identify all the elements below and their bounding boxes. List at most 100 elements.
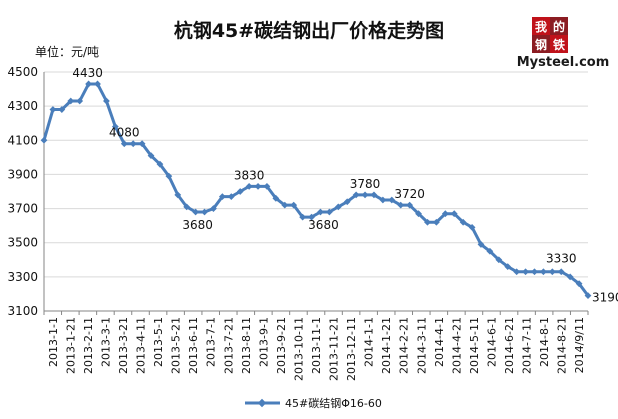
data-labels: 4430 4080 3680 3830 3680 3780 3720 3330 3190 — [72, 66, 618, 305]
x-tick-label: 2013-1-1 — [47, 317, 60, 367]
legend-marker-icon — [257, 398, 267, 408]
x-tick-label: 2014-7-11 — [521, 317, 534, 374]
series-layer — [40, 80, 592, 300]
data-label: 3330 — [546, 252, 577, 266]
series-line — [42, 82, 590, 297]
logo-square-1 — [532, 17, 550, 35]
data-point — [432, 218, 440, 226]
data-point — [58, 106, 66, 113]
data-label: 4080 — [109, 126, 140, 140]
data-point — [94, 80, 101, 88]
y-tick-label: 4300 — [7, 99, 38, 113]
data-point — [522, 268, 529, 276]
x-tick-label: 2014/9/11 — [573, 317, 586, 373]
x-tick-label: 2013-1-21 — [64, 317, 77, 374]
data-point — [147, 152, 155, 160]
data-point — [254, 182, 262, 190]
data-point — [111, 123, 119, 131]
x-tick-label: 2014-3-11 — [415, 317, 428, 374]
data-point — [227, 193, 235, 201]
x-tick-label: 2013-4-11 — [135, 317, 148, 374]
data-point — [468, 223, 476, 231]
data-point — [325, 208, 333, 216]
logo-char-1: 我 — [535, 19, 547, 34]
x-tick-label: 2014-5-11 — [468, 317, 481, 374]
logo-wordmark: Mysteel.com — [517, 55, 610, 70]
x-tick-label: 2014-4-21 — [450, 317, 463, 374]
x-tick-label: 2013-6-11 — [187, 317, 200, 374]
logo-square-3 — [532, 35, 550, 53]
data-point — [165, 172, 173, 180]
data-point — [540, 268, 547, 276]
data-point — [352, 191, 360, 199]
legend-series-label: 45#碳结钢Φ16-60 — [285, 396, 382, 410]
data-point — [76, 97, 84, 105]
data-point — [450, 210, 458, 218]
x-tick-label: 2013-9-1 — [257, 317, 270, 367]
data-label: 3190 — [592, 291, 618, 305]
logo-square-2 — [550, 17, 568, 35]
data-label: 3780 — [350, 177, 381, 191]
data-point — [504, 263, 512, 271]
gridlines — [44, 71, 588, 278]
x-tick-label: 2014-1-21 — [380, 317, 393, 374]
data-point — [210, 205, 217, 212]
data-label: 3720 — [394, 187, 425, 201]
x-axis-ticks: 2013-1-1 2013-1-21 2013-2-11 2013-3-1 2013-3… — [43, 311, 589, 381]
x-tick-label: 2013-11-1 — [310, 317, 323, 374]
chart-title: 杭钢45#碳结钢出厂价格走势图 — [174, 19, 444, 42]
data-point — [120, 140, 128, 148]
data-point — [388, 196, 396, 204]
y-axis-ticks: 3100 3300 3500 3700 3900 4100 4300 4500 — [7, 65, 38, 318]
data-point — [156, 160, 164, 168]
x-tick-label: 2013-5-1 — [152, 317, 165, 367]
x-tick-label: 2013-7-1 — [205, 317, 218, 367]
data-point — [477, 241, 485, 248]
data-point — [272, 194, 280, 202]
data-point — [138, 140, 146, 148]
data-point — [415, 210, 422, 218]
x-tick-label: 2013-7-21 — [222, 317, 235, 374]
data-point — [263, 182, 271, 190]
data-point — [441, 210, 449, 218]
data-point — [192, 208, 200, 216]
x-tick-label: 2013-2-11 — [82, 317, 95, 374]
data-point — [397, 201, 405, 209]
y-tick-label: 3100 — [7, 304, 38, 318]
logo-char-4: 铁 — [553, 37, 565, 52]
x-tick-label: 2013-10-11 — [292, 317, 305, 381]
y-tick-label: 3500 — [7, 236, 38, 250]
x-tick-label: 2013-11-21 — [328, 317, 341, 381]
x-tick-label: 2014-8-1 — [538, 317, 551, 367]
x-tick-label: 2014-1-1 — [363, 317, 376, 367]
data-point — [201, 208, 208, 216]
data-point — [85, 80, 92, 88]
data-point — [129, 140, 137, 148]
x-tick-label: 2014-4-1 — [433, 317, 446, 367]
data-point — [406, 201, 414, 209]
data-point — [245, 182, 253, 190]
logo-char-2: 的 — [553, 19, 565, 34]
x-tick-label: 2013-3-1 — [99, 317, 112, 367]
data-point — [548, 268, 556, 276]
data-point — [334, 203, 342, 211]
x-tick-label: 2014-6-21 — [503, 317, 516, 374]
data-label: 4430 — [72, 66, 103, 80]
data-point — [379, 196, 387, 204]
x-tick-label: 2014-6-1 — [485, 317, 498, 367]
x-tick-label: 2014-2-21 — [398, 317, 411, 374]
data-point — [290, 201, 298, 209]
logo-char-3: 钢 — [535, 37, 547, 52]
x-tick-label: 2013-3-21 — [117, 317, 130, 374]
data-point — [103, 97, 110, 105]
data-point — [308, 213, 315, 221]
y-tick-label: 3700 — [7, 202, 38, 216]
data-point — [183, 203, 191, 211]
y-tick-label: 3300 — [7, 270, 38, 284]
axes — [43, 72, 588, 312]
data-point — [40, 136, 48, 144]
data-point — [424, 218, 431, 226]
data-point — [317, 208, 324, 216]
data-point — [236, 188, 244, 195]
